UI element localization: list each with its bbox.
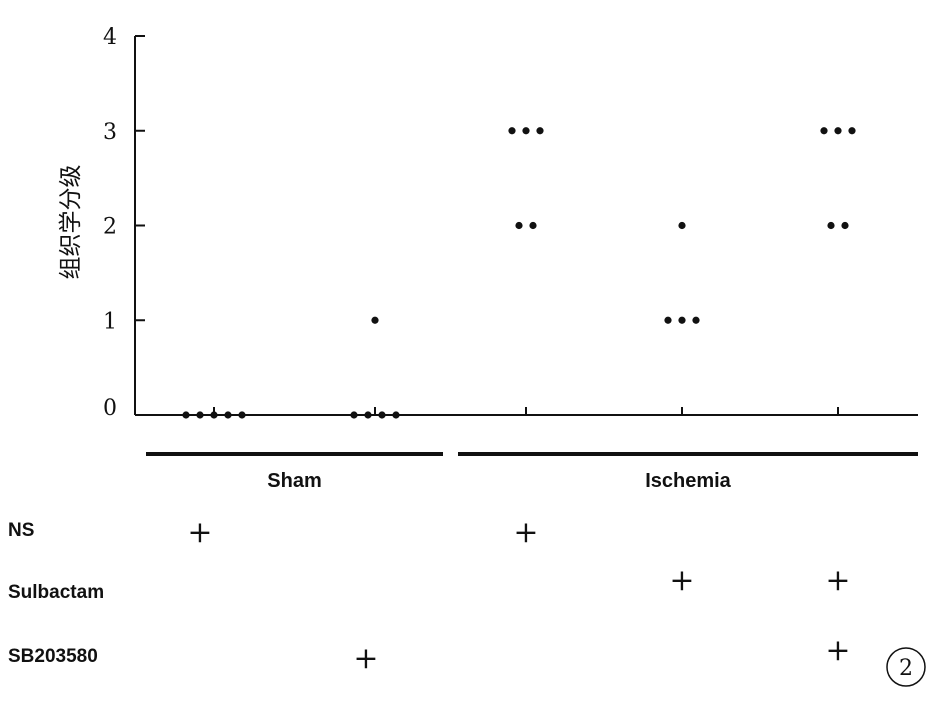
treatment-row-label: Sulbactam [8,582,104,603]
data-point [692,316,700,324]
y-ticks: 0 1 2 3 4 [103,25,145,421]
data-point [224,411,232,419]
data-point [664,316,672,324]
data-point [210,411,218,419]
data-point [820,127,828,135]
treatment-mark: + [187,515,212,550]
treatment-mark: + [353,641,378,676]
data-point [508,127,516,135]
panel-label: 2 [899,656,913,681]
y-tick-label: 1 [103,309,117,334]
treatment-rows: NS + + Sulbactam + + SB203580 + + [8,515,851,676]
group-label: Ischemia [645,470,731,492]
panel-label-circle [886,647,926,687]
data-point [841,221,849,230]
data-point [371,316,379,324]
data-point [678,316,686,324]
treatment-row-label: NS [8,520,34,541]
data-point [678,221,686,230]
treatment-row-label: SB203580 [8,646,98,667]
treatment-mark: + [825,563,850,598]
data-point [848,127,856,135]
y-tick-label: 0 [103,396,117,421]
data-point [350,411,358,419]
data-point [182,411,190,419]
y-tick-label: 3 [103,120,117,145]
treatment-mark: + [513,515,538,550]
data-point [536,127,544,135]
treatment-mark: + [669,563,694,598]
data-point [834,127,842,135]
data-point [522,127,530,135]
y-tick-label: 4 [103,25,117,50]
group-label: Sham [267,470,321,492]
panel-label-group: 2 [886,647,926,687]
data-points [182,127,856,419]
data-point [378,411,386,419]
data-point [392,411,400,419]
data-point [515,221,523,230]
axes [134,36,918,416]
data-point [827,221,835,230]
y-axis-label: 组织学分级 [58,165,84,280]
data-point [364,411,372,419]
y-tick-label: 2 [103,215,117,240]
data-point [238,411,246,419]
data-point [529,221,537,230]
treatment-mark: + [825,633,850,668]
data-point [196,411,204,419]
group-labels: Sham Ischemia [146,452,918,492]
